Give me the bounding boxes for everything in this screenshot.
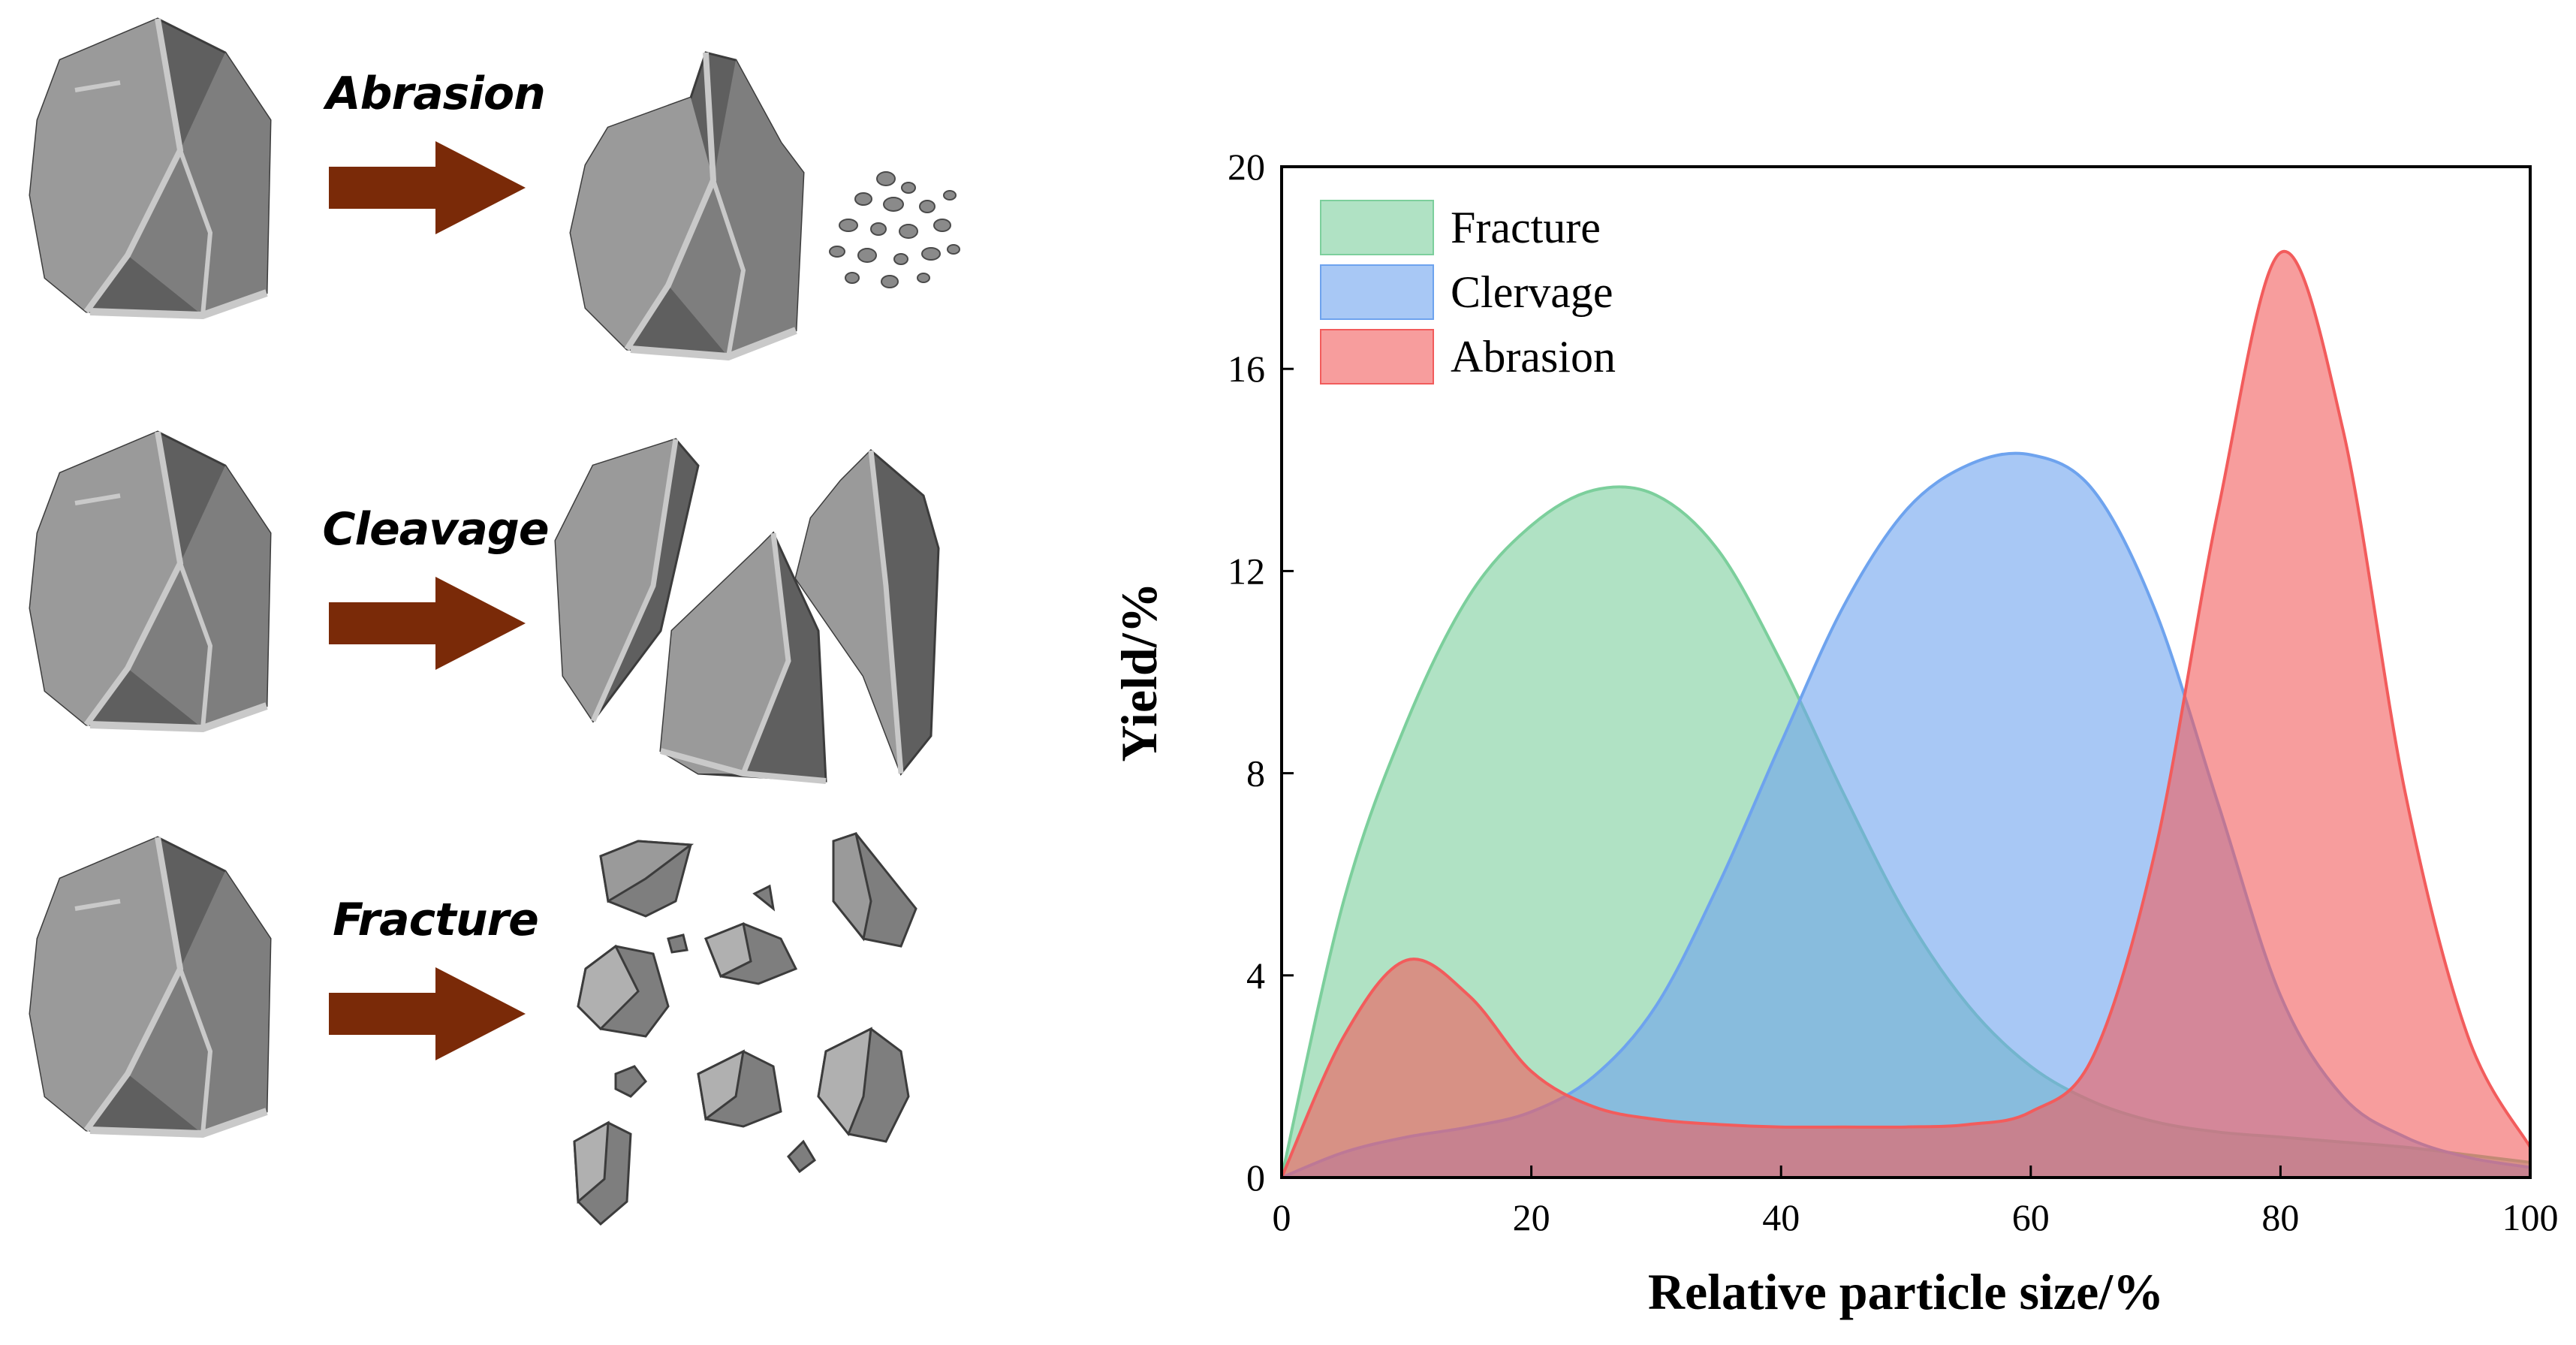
y-axis-ticks: 0 4 8 12 16 20 <box>1228 146 1294 1199</box>
y-tick-label: 16 <box>1228 348 1265 390</box>
legend-label-clervage: Clervage <box>1451 267 1613 317</box>
x-tick-label: 60 <box>2012 1196 2050 1238</box>
rock-abraded-icon <box>569 51 805 360</box>
legend-swatch-clervage <box>1320 264 1434 320</box>
rock-fragments-icon <box>573 832 917 1226</box>
legend-swatch-abrasion <box>1320 329 1434 385</box>
process-row-abrasion: Abrasion <box>0 0 1081 421</box>
legend-label-abrasion: Abrasion <box>1451 332 1616 381</box>
legend: Fracture Clervage Abrasion <box>1320 200 1616 385</box>
x-tick-label: 100 <box>2502 1196 2559 1238</box>
x-tick-label: 0 <box>1273 1196 1291 1238</box>
process-row-cleavage: Cleavage <box>0 406 1081 826</box>
y-tick-label: 20 <box>1228 146 1265 188</box>
arrow-icon <box>329 141 526 234</box>
legend-swatch-fracture <box>1320 200 1434 255</box>
x-tick-label: 80 <box>2261 1196 2299 1238</box>
rock-icon <box>29 430 272 733</box>
line-abrasion <box>1280 249 2532 1178</box>
x-tick-label: 20 <box>1513 1196 1550 1238</box>
rock-icon <box>29 836 272 1138</box>
x-axis-ticks: 0 20 40 60 80 100 <box>1273 1166 2559 1238</box>
process-label: Abrasion <box>326 68 546 120</box>
y-tick-label: 12 <box>1228 550 1265 592</box>
process-label: Cleavage <box>322 503 549 556</box>
breakage-process-panel: Abrasion <box>0 0 1081 1345</box>
rock-cleaved-icon <box>554 438 940 784</box>
process-label: Fracture <box>333 894 539 946</box>
legend-label-fracture: Fracture <box>1451 203 1601 252</box>
rock-icon <box>29 17 272 320</box>
plot-areas <box>1280 249 2532 1179</box>
arrow-icon <box>329 967 526 1060</box>
arrow-icon <box>329 577 526 670</box>
x-tick-label: 40 <box>1762 1196 1800 1238</box>
rock-dust-icon <box>829 171 960 288</box>
y-tick-label: 4 <box>1246 954 1265 997</box>
area-fracture <box>1282 487 2530 1178</box>
y-axis-label: Yield/% <box>1110 582 1167 761</box>
x-axis-label: Relative particle size/% <box>1648 1263 2164 1320</box>
yield-chart: 0 20 40 60 80 100 0 4 8 12 16 20 Relative particle… <box>1110 146 2559 1320</box>
area-abrasion <box>1282 251 2530 1178</box>
process-row-fracture: Fracture <box>0 811 1081 1232</box>
y-tick-label: 0 <box>1246 1157 1265 1199</box>
plot-frame <box>1280 165 2532 1179</box>
y-tick-label: 8 <box>1246 752 1265 795</box>
